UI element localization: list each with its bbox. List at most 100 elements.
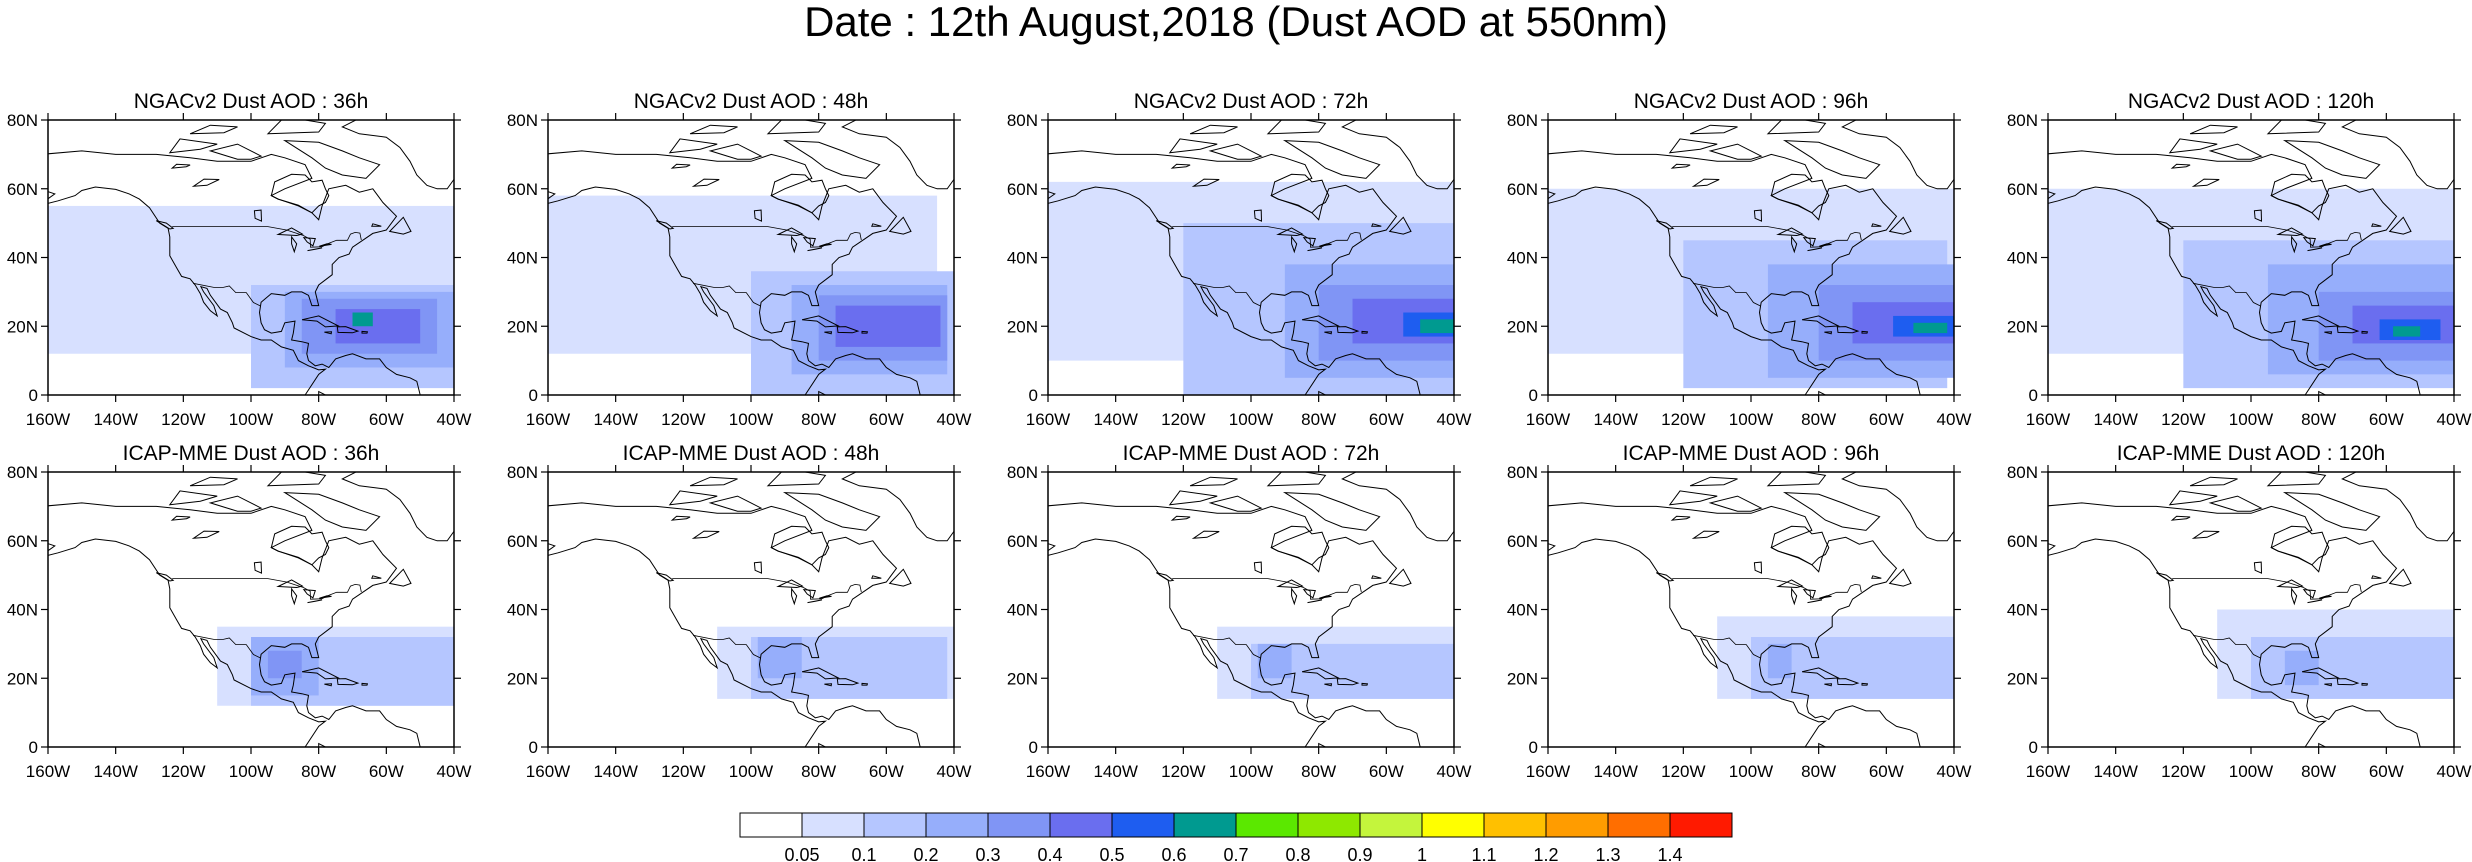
map-panel-ngacv2-72h: NGACv2 Dust AOD : 72h 160W 140W 120W 100W 80W… bbox=[1007, 90, 1472, 429]
y-tick-label: 40N bbox=[1507, 249, 1538, 268]
dust-aod-field bbox=[335, 309, 421, 344]
x-tick-label: 60W bbox=[2369, 410, 2404, 429]
y-tick-label: 20N bbox=[507, 317, 538, 336]
x-tick-label: 100W bbox=[229, 762, 273, 781]
colorbar-label: 1.2 bbox=[1533, 845, 1558, 862]
dust-aod-field bbox=[1257, 643, 1292, 679]
x-tick-label: 100W bbox=[729, 410, 773, 429]
x-tick-label: 40W bbox=[1437, 410, 1472, 429]
x-tick-label: 40W bbox=[1937, 410, 1972, 429]
y-tick-label: 60N bbox=[2007, 180, 2038, 199]
x-tick-label: 160W bbox=[1526, 762, 1570, 781]
colorbar-swatch bbox=[1421, 812, 1485, 838]
x-tick-label: 140W bbox=[593, 762, 637, 781]
x-tick-label: 160W bbox=[2026, 410, 2070, 429]
x-tick-label: 160W bbox=[26, 762, 70, 781]
x-tick-label: 120W bbox=[1161, 410, 1205, 429]
panel-title: NGACv2 Dust AOD : 48h bbox=[634, 90, 869, 113]
x-tick-label: 60W bbox=[369, 762, 404, 781]
panel-title: ICAP-MME Dust AOD : 120h bbox=[2117, 442, 2385, 465]
x-tick-label: 140W bbox=[1093, 410, 1137, 429]
x-tick-label: 120W bbox=[1661, 410, 1705, 429]
dust-aod-field bbox=[2393, 326, 2421, 337]
x-tick-label: 100W bbox=[1229, 410, 1273, 429]
x-tick-label: 40W bbox=[1937, 762, 1972, 781]
colorbar-swatch bbox=[1359, 812, 1423, 838]
y-tick-label: 80N bbox=[2007, 463, 2038, 482]
x-tick-label: 80W bbox=[1801, 762, 1836, 781]
map-panel-icap-mme-96h: ICAP-MME Dust AOD : 96h 160W 140W 120W 100W 8… bbox=[1507, 442, 1972, 781]
x-tick-label: 140W bbox=[1093, 762, 1137, 781]
colorbar-swatch bbox=[1173, 812, 1237, 838]
y-tick-label: 60N bbox=[1007, 532, 1038, 551]
map-panel-icap-mme-36h: ICAP-MME Dust AOD : 36h 160W 140W 120W 100W 8… bbox=[7, 442, 472, 781]
dust-aod-field bbox=[352, 312, 373, 327]
map-panel-ngacv2-96h: NGACv2 Dust AOD : 96h 160W 140W 120W 100W 80W… bbox=[1507, 90, 1972, 429]
y-tick-label: 20N bbox=[1507, 317, 1538, 336]
colorbar-label: 1 bbox=[1417, 845, 1427, 862]
y-tick-label: 0 bbox=[1529, 738, 1538, 757]
map-panel-icap-mme-72h: ICAP-MME Dust AOD : 72h 160W 140W 120W 100W 8… bbox=[1007, 442, 1472, 781]
x-tick-label: 120W bbox=[2161, 762, 2205, 781]
y-tick-label: 40N bbox=[1007, 601, 1038, 620]
y-tick-label: 0 bbox=[1029, 738, 1038, 757]
x-tick-label: 160W bbox=[2026, 762, 2070, 781]
x-tick-label: 40W bbox=[937, 762, 972, 781]
x-tick-label: 120W bbox=[161, 410, 205, 429]
y-tick-label: 60N bbox=[1507, 532, 1538, 551]
colorbar-swatch bbox=[1049, 812, 1113, 838]
x-tick-label: 80W bbox=[1801, 410, 1836, 429]
dust-aod-field bbox=[1913, 322, 1948, 334]
x-tick-label: 80W bbox=[2301, 410, 2336, 429]
x-tick-label: 100W bbox=[1729, 410, 1773, 429]
y-tick-label: 40N bbox=[507, 249, 538, 268]
y-tick-label: 20N bbox=[7, 669, 38, 688]
y-tick-label: 80N bbox=[1007, 111, 1038, 130]
y-tick-label: 80N bbox=[1507, 463, 1538, 482]
y-tick-label: 0 bbox=[529, 386, 538, 405]
dust-aod-field bbox=[267, 650, 302, 679]
colorbar-label: 0.8 bbox=[1285, 845, 1310, 862]
colorbar-label: 1.4 bbox=[1657, 845, 1682, 862]
x-tick-label: 80W bbox=[801, 762, 836, 781]
y-tick-label: 60N bbox=[1507, 180, 1538, 199]
x-tick-label: 160W bbox=[26, 410, 70, 429]
x-tick-label: 60W bbox=[1369, 410, 1404, 429]
x-tick-label: 60W bbox=[869, 762, 904, 781]
x-tick-label: 60W bbox=[1869, 762, 1904, 781]
y-tick-label: 40N bbox=[507, 601, 538, 620]
colorbar-swatch bbox=[1235, 812, 1299, 838]
y-tick-label: 20N bbox=[1007, 317, 1038, 336]
y-tick-label: 0 bbox=[529, 738, 538, 757]
x-tick-label: 40W bbox=[437, 410, 472, 429]
colorbar-swatch bbox=[801, 812, 865, 838]
colorbar-swatch bbox=[1669, 812, 1733, 838]
x-tick-label: 100W bbox=[2229, 762, 2273, 781]
x-tick-label: 40W bbox=[437, 762, 472, 781]
x-tick-label: 140W bbox=[93, 762, 137, 781]
x-tick-label: 120W bbox=[2161, 410, 2205, 429]
x-tick-label: 140W bbox=[593, 410, 637, 429]
x-tick-label: 120W bbox=[661, 410, 705, 429]
x-tick-label: 160W bbox=[526, 410, 570, 429]
x-tick-label: 120W bbox=[1161, 762, 1205, 781]
y-tick-label: 0 bbox=[29, 738, 38, 757]
y-tick-label: 20N bbox=[7, 317, 38, 336]
x-tick-label: 120W bbox=[661, 762, 705, 781]
colorbar-label: 0.05 bbox=[784, 845, 819, 862]
x-tick-label: 80W bbox=[301, 762, 336, 781]
x-tick-label: 140W bbox=[1593, 410, 1637, 429]
panel-title: ICAP-MME Dust AOD : 96h bbox=[1623, 442, 1880, 465]
x-tick-label: 60W bbox=[869, 410, 904, 429]
y-tick-label: 40N bbox=[2007, 601, 2038, 620]
map-panel-icap-mme-120h: ICAP-MME Dust AOD : 120h 160W 140W 120W 100W… bbox=[2007, 442, 2472, 781]
x-tick-label: 100W bbox=[1729, 762, 1773, 781]
x-tick-label: 160W bbox=[526, 762, 570, 781]
colorbar-swatch bbox=[1297, 812, 1361, 838]
x-tick-label: 140W bbox=[93, 410, 137, 429]
colorbar-label: 0.5 bbox=[1099, 845, 1124, 862]
y-tick-label: 60N bbox=[507, 532, 538, 551]
dust-aod-field bbox=[757, 637, 802, 679]
colorbar-swatch bbox=[739, 812, 803, 838]
